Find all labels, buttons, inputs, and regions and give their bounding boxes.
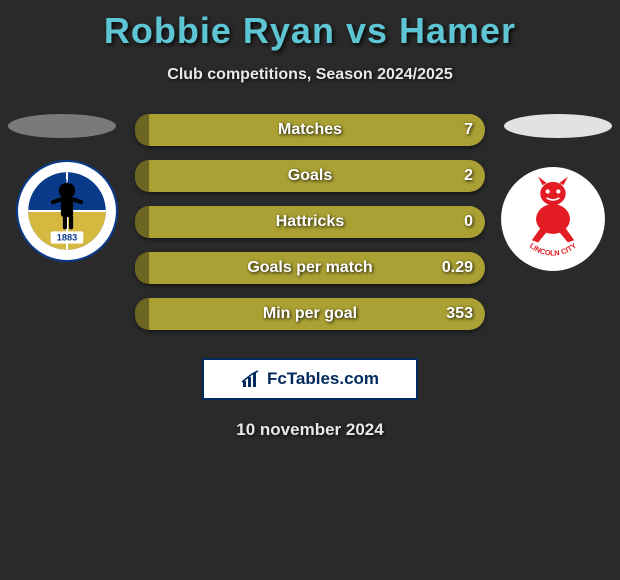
player-right-col: LINCOLN CITY bbox=[493, 114, 613, 272]
stat-label: Goals per match bbox=[247, 259, 372, 277]
stat-value-right: 7 bbox=[464, 121, 473, 139]
stat-bar: Goals 2 bbox=[135, 160, 485, 192]
comparison-row: 1883 BRISTOL ROVERS F.C Matches 7 Goals 2 Ha… bbox=[0, 114, 620, 330]
player-left-col: 1883 BRISTOL ROVERS F.C bbox=[7, 114, 127, 262]
stat-value-right: 353 bbox=[446, 305, 473, 323]
player-left-placeholder bbox=[8, 114, 116, 138]
stat-bar: Min per goal 353 bbox=[135, 298, 485, 330]
stat-fill-left bbox=[135, 206, 149, 238]
lincoln-city-crest-icon: LINCOLN CITY bbox=[500, 166, 606, 272]
club-badge-right: LINCOLN CITY bbox=[500, 166, 606, 272]
chart-icon bbox=[241, 369, 261, 389]
stat-label: Goals bbox=[288, 167, 332, 185]
stat-bar: Matches 7 bbox=[135, 114, 485, 146]
brand-label: FcTables.com bbox=[267, 369, 379, 389]
page-title: Robbie Ryan vs Hamer bbox=[0, 10, 620, 52]
stat-label: Matches bbox=[278, 121, 342, 139]
stat-fill-left bbox=[135, 298, 149, 330]
date: 10 november 2024 bbox=[0, 420, 620, 440]
stat-value-right: 0 bbox=[464, 213, 473, 231]
stat-label: Min per goal bbox=[263, 305, 357, 323]
svg-text:1883: 1883 bbox=[57, 233, 77, 243]
stat-fill-left bbox=[135, 114, 149, 146]
stat-bar: Goals per match 0.29 bbox=[135, 252, 485, 284]
stat-value-right: 0.29 bbox=[442, 259, 473, 277]
club-badge-left: 1883 BRISTOL ROVERS F.C bbox=[16, 160, 118, 262]
stat-fill-left bbox=[135, 252, 149, 284]
stat-bar: Hattricks 0 bbox=[135, 206, 485, 238]
subtitle: Club competitions, Season 2024/2025 bbox=[0, 66, 620, 84]
stat-value-right: 2 bbox=[464, 167, 473, 185]
bristol-rovers-crest-icon: 1883 BRISTOL ROVERS F.C bbox=[16, 160, 118, 262]
brand-box[interactable]: FcTables.com bbox=[202, 358, 418, 400]
stat-fill-left bbox=[135, 160, 149, 192]
player-right-placeholder bbox=[504, 114, 612, 138]
stats-column: Matches 7 Goals 2 Hattricks 0 Goals per match 0… bbox=[135, 114, 485, 330]
stat-label: Hattricks bbox=[276, 213, 344, 231]
